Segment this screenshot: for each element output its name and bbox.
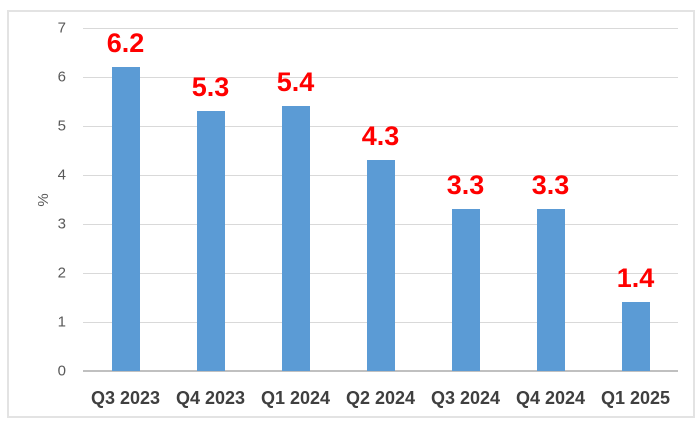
data-label-q3-2023: 6.2	[106, 28, 145, 59]
y-tick-label-1: 1	[57, 313, 66, 331]
bar-q3-2023	[111, 67, 140, 371]
bar-q3-2024	[451, 209, 480, 371]
y-tick-label-4: 4	[57, 166, 66, 184]
y-tick-label-3: 3	[57, 215, 66, 233]
x-category-label-q1-2025: Q1 2025	[600, 388, 671, 408]
data-label-q1-2025: 1.4	[616, 263, 655, 294]
x-category-label-q4-2024: Q4 2024	[515, 388, 586, 408]
y-tick-label-5: 5	[57, 117, 66, 135]
y-tick-label-6: 6	[57, 68, 66, 86]
bar-q4-2024	[536, 209, 565, 371]
bar-q4-2023	[196, 111, 225, 371]
bar-q2-2024	[366, 160, 395, 371]
x-category-label-q4-2023: Q4 2023	[175, 388, 246, 408]
x-category-label-q3-2023: Q3 2023	[90, 388, 161, 408]
gridline-6	[83, 77, 678, 78]
x-axis-line	[83, 370, 678, 372]
x-category-label-q2-2024: Q2 2024	[345, 388, 416, 408]
data-label-q4-2023: 5.3	[191, 72, 230, 103]
y-tick-label-0: 0	[57, 362, 66, 380]
y-axis-title: %	[29, 186, 57, 214]
data-label-q2-2024: 4.3	[361, 121, 400, 152]
y-tick-label-7: 7	[57, 19, 66, 37]
data-label-q3-2024: 3.3	[446, 170, 485, 201]
gridline-7	[83, 28, 678, 29]
y-tick-label-2: 2	[57, 264, 66, 282]
gridline-5	[83, 126, 678, 127]
y-axis-title-text: %	[34, 193, 52, 207]
bar-q1-2025	[621, 302, 650, 371]
data-label-q1-2024: 5.4	[276, 67, 315, 98]
plot-area: 6.2 5.3 5.4 4.3 3.3 3.3 1.4	[83, 28, 678, 372]
data-label-q4-2024: 3.3	[531, 170, 570, 201]
bar-q1-2024	[281, 106, 310, 371]
x-category-label-q1-2024: Q1 2024	[260, 388, 331, 408]
x-category-label-q3-2024: Q3 2024	[430, 388, 501, 408]
